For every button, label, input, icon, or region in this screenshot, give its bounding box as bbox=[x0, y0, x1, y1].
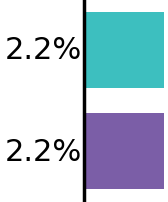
Text: 2.2%: 2.2% bbox=[5, 137, 82, 166]
Bar bbox=[84, 13, 164, 88]
Bar bbox=[84, 114, 164, 189]
Text: 2.2%: 2.2% bbox=[5, 36, 82, 65]
